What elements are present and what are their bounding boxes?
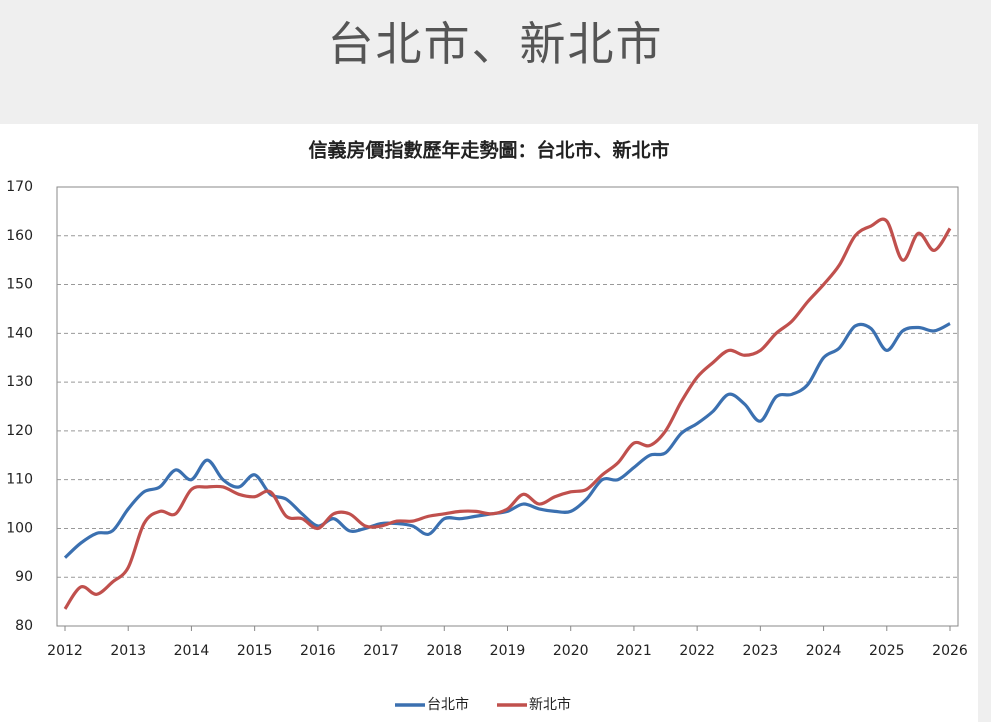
series-line [63, 217, 952, 610]
x-tick-label: 2026 [932, 643, 968, 659]
chart-background [0, 124, 978, 722]
y-tick-label: 110 [6, 472, 33, 488]
x-tick-label: 2012 [47, 643, 83, 659]
x-tick-label: 2022 [679, 643, 715, 659]
y-tick-label: 100 [6, 520, 33, 536]
x-tick-label: 2020 [553, 643, 589, 659]
y-tick-label: 170 [6, 179, 33, 195]
y-tick-label: 160 [6, 228, 33, 244]
y-tick-label: 140 [6, 325, 33, 341]
y-tick-label: 120 [6, 423, 33, 439]
x-tick-label: 2014 [174, 643, 210, 659]
x-tick-label: 2024 [806, 643, 842, 659]
x-tick-label: 2025 [869, 643, 905, 659]
chart-title: 信義房價指數歷年走勢圖：台北市、新北市 [308, 139, 669, 162]
y-tick-label: 80 [15, 618, 33, 634]
x-tick-label: 2013 [110, 643, 146, 659]
y-tick-label: 90 [15, 569, 33, 585]
x-tick-label: 2023 [743, 643, 779, 659]
x-tick-label: 2021 [616, 643, 652, 659]
x-tick-label: 2018 [426, 643, 462, 659]
legend-label: 新北市 [529, 696, 571, 713]
page-title: 台北市、新北市 [327, 17, 664, 71]
header: 台北市、新北市 [0, 0, 991, 122]
x-tick-label: 2017 [363, 643, 399, 659]
x-tick-label: 2019 [490, 643, 526, 659]
y-tick-label: 130 [6, 374, 33, 390]
x-tick-label: 2015 [237, 643, 273, 659]
series-line [63, 322, 951, 559]
x-tick-label: 2016 [300, 643, 336, 659]
y-tick-label: 150 [6, 277, 33, 293]
chart: 信義房價指數歷年走勢圖：台北市、新北市 80 90 100 110 120 130 140 1… [0, 124, 978, 722]
legend-label: 台北市 [427, 696, 469, 713]
